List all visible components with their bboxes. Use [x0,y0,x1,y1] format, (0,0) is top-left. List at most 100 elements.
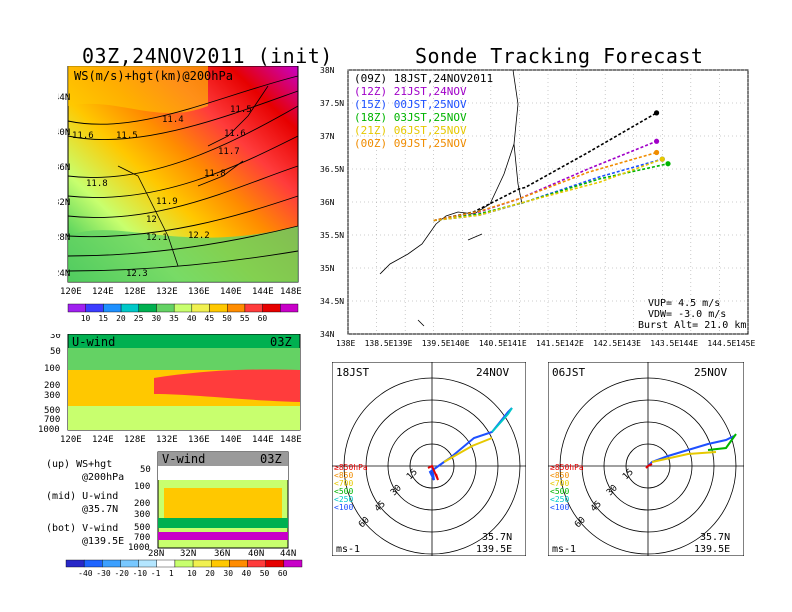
info-burst: Burst Alt= 21.0 km [638,320,746,331]
v-wind-top-band [158,452,288,466]
colorbar-cell [102,559,121,568]
x-tick-label: 139E [393,339,412,348]
colorbar-tick: 45 [205,314,215,323]
lat-label: 32N [58,198,70,208]
u-wind-jet [154,369,300,402]
map-title: 03Z,24NOV2011 (init) [82,44,333,68]
hodo-legend: ≥850hPa <850 <700 <500 <250 <100 [550,463,584,512]
lon-label: 132E [156,435,178,445]
hodo-location-lat: 35.7N [700,532,730,543]
hodo-legend-entry: <700 [334,479,353,488]
hodo-ring-labels: 15 30 45 60 [573,467,636,530]
hodo-trace-low [645,463,653,469]
hodo-location-lon: 139.5E [694,544,730,555]
colorbar-tick: 30 [151,314,161,323]
x-tick-label: 141.5E [536,339,565,348]
y-tick-label: 36N [320,198,335,207]
x-tick-label: 140.5E [479,339,508,348]
pressure-label: 500 [134,523,150,533]
colorbar-cell [244,303,263,313]
v-wind-panel: V-wind 03Z 50 100 200 300 500 700 1000 2… [128,451,296,559]
v-wind-band-mid [164,488,282,518]
colorbar-cell [120,559,139,568]
colorbar-cell [138,559,157,568]
contour-label: 11.7 [218,147,240,157]
contour-label: 11.9 [156,197,178,207]
contour-label: 11.5 [116,131,138,141]
hodo-legend-entry: <850 [550,471,569,480]
hodo-legend-entry: <250 [334,495,353,504]
lat-label: 36N [58,163,70,173]
track-coastline [379,69,523,327]
legend-entry: (15Z) 00JST,25NOV [354,98,467,111]
colorbar-cell [280,303,299,313]
y-tick-label: 36.5N [320,165,344,174]
hodo-legend-entry: ≥850hPa [550,463,584,472]
track-end-point [653,110,660,116]
contour-label: 12 [146,215,157,225]
hodo-location-lat: 35.7N [482,532,512,543]
colorbar-cell [247,559,266,568]
legend-entry: (18Z) 03JST,25NOV [354,111,467,124]
colorbar-cell [156,303,175,313]
hodo-trace-high [491,407,513,433]
track-info: VUP= 4.5 m/s VDW= -3.0 m/s Burst Alt= 21… [638,298,746,331]
v-wind-time: 03Z [260,452,282,466]
tracking-title: Sonde Tracking Forecast [415,44,704,68]
pressure-label: 700 [134,533,150,543]
track-series-line [433,112,657,222]
hodo-frame [548,362,744,556]
pressure-label: 1000 [38,425,60,435]
track-end-point [653,138,660,144]
u-wind-x-labels: 120E 124E 128E 132E 136E 140E 144E 148E [60,435,302,445]
colorbar-tick: 60 [258,314,268,323]
contour-label: 11.6 [72,131,94,141]
legend-entry: (09Z) 18JST,24NOV2011 [354,72,493,85]
lon-label: 120E [60,287,82,297]
pressure-label: 50 [140,465,151,475]
lat-label: 40N [58,128,70,138]
legend-line: (bot) V-wind [46,523,119,534]
x-tick-label: 138.5E [365,339,394,348]
colorbar-tick: 35 [169,314,179,323]
pressure-label: 500 [44,406,60,416]
hodo-unit: ms-1 [552,544,576,555]
legend-line: (up) WS+hgt [46,459,113,470]
hodo-legend-entry: <700 [550,479,569,488]
track-end-point [653,149,660,156]
x-tick-label: 139.5E [422,339,451,348]
track-series-line [433,162,669,222]
hodo-rings [548,362,744,556]
lat-label: 40N [248,549,264,559]
legend-entry: (00Z) 09JST,25NOV [354,137,467,150]
lon-label: 120E [60,435,82,445]
hodo-legend-entry: <500 [334,487,353,496]
colorbar-tick: 40 [242,569,252,578]
colorbar-cell [138,303,157,313]
lon-label: 132E [156,287,178,297]
ws-north-band [68,66,208,114]
contour-label: 12.2 [188,231,210,241]
colorbar-tick: -1 [151,569,161,578]
contour-labels: 11.5 11.4 11.6 11.5 11.6 11.7 11.8 11.8 … [72,105,252,279]
lon-label: 124E [92,287,114,297]
lat-label: 44N [280,549,296,559]
colorbar-cell [229,559,248,568]
colorbar-cell [173,303,193,313]
pressure-label: 100 [134,482,150,492]
colorbar-tick: -40 [78,569,93,578]
colorbar-cell [262,303,281,313]
hodo-frame [332,362,526,556]
info-vdw: VDW= -3.0 m/s [648,309,726,320]
pressure-label: 200 [134,499,150,509]
v-wind-colorbar: -40 -30 -20 -10 -1 1 10 20 30 40 50 60 [65,559,303,578]
x-tick-label: 143.5E [650,339,679,348]
colorbar-cell [283,559,303,568]
legend-line: @139.5E [82,536,125,547]
lon-label: 148E [280,435,302,445]
hodo-date: 25NOV [694,366,727,379]
map-lat-labels: 44N 40N 36N 32N 28N 24N [58,93,70,279]
ws-map-panel: 11.5 11.4 11.6 11.5 11.6 11.7 11.8 11.8 … [58,66,302,323]
colorbar-cell [65,559,85,568]
y-tick-label: 37N [320,132,335,141]
